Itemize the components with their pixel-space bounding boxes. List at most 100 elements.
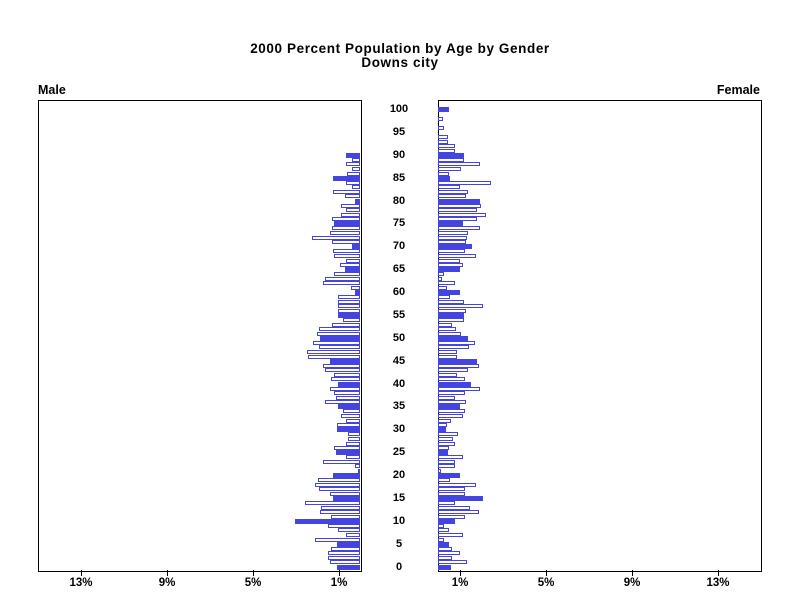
chart-subtitle: Downs city <box>361 55 439 70</box>
male-bar-age-88 <box>346 162 360 167</box>
male-bar-age-62 <box>323 281 360 286</box>
female-bar-age-87 <box>438 167 461 171</box>
female-tick-13 <box>718 570 719 576</box>
male-tick-label-13: 13% <box>69 577 93 589</box>
age-axis-label-55: 55 <box>392 308 406 321</box>
female-bar-age-77 <box>438 212 486 217</box>
female-bar-age-76 <box>438 217 477 222</box>
female-tick-label-13: 13% <box>706 577 730 589</box>
female-bar-age-31 <box>438 423 447 428</box>
female-bar-age-51 <box>438 331 461 336</box>
male-bar-age-26 <box>334 446 360 451</box>
female-bar-age-39 <box>438 386 480 391</box>
male-bar-age-35 <box>338 404 360 410</box>
male-bar-age-87 <box>352 167 360 171</box>
age-axis-label-65: 65 <box>392 263 406 276</box>
female-bar-age-2 <box>438 555 452 560</box>
age-axis-label-100: 100 <box>389 103 409 115</box>
female-bar-age-22 <box>438 464 455 469</box>
female-tick-label-1: 1% <box>451 577 469 589</box>
male-bar-age-10 <box>295 518 360 524</box>
female-bar-age-74 <box>438 226 480 231</box>
female-bar-age-42 <box>438 372 457 377</box>
female-bar-age-7 <box>438 533 463 537</box>
male-bar-age-73 <box>330 231 360 235</box>
male-bar-age-20 <box>333 473 360 478</box>
male-bar-age-31 <box>337 423 360 428</box>
male-bar-age-68 <box>334 253 360 258</box>
age-axis-label-10: 10 <box>392 514 406 527</box>
male-bar-age-30 <box>337 427 360 433</box>
female-bar-age-3 <box>438 551 460 556</box>
female-bar-age-1 <box>438 560 467 565</box>
male-bar-age-86 <box>347 171 360 176</box>
age-axis-label-90: 90 <box>392 148 406 161</box>
male-bar-age-84 <box>346 180 360 185</box>
female-tick-5 <box>546 570 547 576</box>
female-bar-age-44 <box>438 363 479 368</box>
female-bar-age-15 <box>438 495 483 501</box>
male-tick-label-5: 5% <box>244 577 262 589</box>
female-bar-age-68 <box>438 253 476 258</box>
male-bar-age-48 <box>319 345 360 350</box>
male-bar-age-34 <box>343 409 360 414</box>
male-bar-age-66 <box>340 263 360 268</box>
age-axis-label-15: 15 <box>392 491 406 504</box>
female-bar-age-85 <box>438 175 450 181</box>
female-bar-age-94 <box>438 134 448 139</box>
female-bar-age-48 <box>438 345 469 350</box>
age-axis-label-85: 85 <box>392 171 406 184</box>
female-bar-age-0 <box>438 564 451 570</box>
female-bar-age-12 <box>438 510 479 515</box>
male-bar-age-17 <box>319 487 360 492</box>
female-bar-age-52 <box>438 327 456 332</box>
male-bar-age-46 <box>308 354 360 359</box>
female-tick-label-5: 5% <box>537 577 555 589</box>
age-axis-label-60: 60 <box>392 286 406 298</box>
male-bar-age-15 <box>333 495 360 501</box>
female-bar-age-64 <box>438 272 444 277</box>
female-bar-age-18 <box>438 482 476 487</box>
female-bar-age-33 <box>438 414 463 418</box>
female-tick-label-9: 9% <box>623 577 641 589</box>
female-bar-age-10 <box>438 518 455 524</box>
female-bar-age-50 <box>438 335 468 341</box>
male-bar-age-71 <box>332 240 360 245</box>
male-bar-age-14 <box>305 500 360 505</box>
female-bar-age-19 <box>438 478 450 483</box>
female-bar-age-100 <box>438 107 449 112</box>
female-bar-age-23 <box>438 459 455 464</box>
female-bar-age-28 <box>438 436 453 441</box>
male-bar-age-82 <box>333 189 360 194</box>
male-bar-age-81 <box>345 194 360 199</box>
male-bar-age-12 <box>320 510 360 515</box>
female-bar-age-11 <box>438 514 465 519</box>
male-bar-age-74 <box>332 226 360 231</box>
female-bar-age-13 <box>438 505 470 510</box>
male-bar-age-61 <box>351 285 360 290</box>
female-bar-age-70 <box>438 244 472 250</box>
female-bar-age-41 <box>438 377 465 382</box>
female-bar-age-8 <box>438 528 449 533</box>
female-bar-age-98 <box>438 116 443 121</box>
male-tick-label-1: 1% <box>330 577 348 589</box>
male-bar-age-21 <box>358 468 360 473</box>
male-bar-age-25 <box>336 450 360 456</box>
male-bar-age-69 <box>333 249 360 254</box>
male-bar-age-83 <box>352 185 360 190</box>
male-bar-age-4 <box>331 546 360 551</box>
male-bar-age-27 <box>346 441 360 446</box>
male-bar-age-7 <box>346 533 360 537</box>
female-bar-age-14 <box>438 500 455 505</box>
female-bar-age-75 <box>438 221 463 227</box>
female-bar-age-80 <box>438 198 480 204</box>
female-bar-age-63 <box>438 276 442 281</box>
male-bar-age-38 <box>334 391 360 396</box>
male-panel-label: Male <box>38 83 66 97</box>
male-bar-age-9 <box>328 523 360 528</box>
male-bar-age-85 <box>333 175 360 181</box>
female-bar-age-45 <box>438 358 477 364</box>
male-bar-age-18 <box>315 482 360 487</box>
male-bar-age-36 <box>325 400 360 405</box>
female-bar-age-84 <box>438 180 491 185</box>
